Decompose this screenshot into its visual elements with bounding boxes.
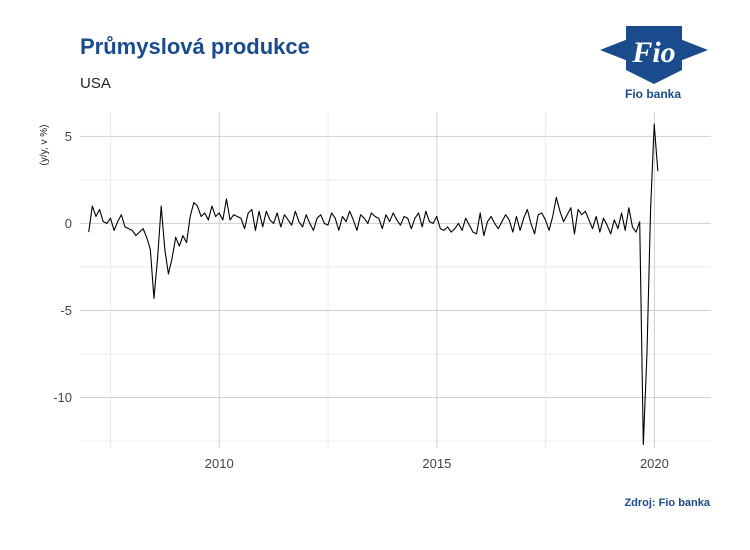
- x-tick-label: 2010: [205, 456, 234, 471]
- x-tick-label: 2015: [422, 456, 451, 471]
- logo-left-wing: [600, 39, 628, 61]
- fio-banka-logo: Fio: [600, 26, 708, 84]
- y-tick-label: 0: [65, 216, 72, 231]
- logo-right-wing: [680, 39, 708, 61]
- source-note: Zdroj: Fio banka: [624, 497, 710, 509]
- grid-lines: [80, 112, 711, 448]
- chart-title: Průmyslová produkce: [80, 34, 310, 59]
- x-axis-ticks: 2010 2015 2020: [205, 456, 669, 471]
- series-line: [88, 123, 659, 446]
- chart-subtitle: USA: [80, 75, 111, 92]
- y-tick-label: 5: [65, 129, 72, 144]
- y-tick-label: -10: [53, 390, 72, 405]
- y-tick-label: -5: [60, 303, 72, 318]
- y-axis-label: (y/y, v %): [39, 125, 50, 166]
- x-tick-label: 2020: [640, 456, 669, 471]
- logo-glyph: Fio: [631, 36, 675, 69]
- brand-name: Fio banka: [625, 87, 682, 101]
- y-axis-ticks: 5 0 -5 -10: [53, 129, 72, 405]
- logo-shield: [626, 26, 682, 84]
